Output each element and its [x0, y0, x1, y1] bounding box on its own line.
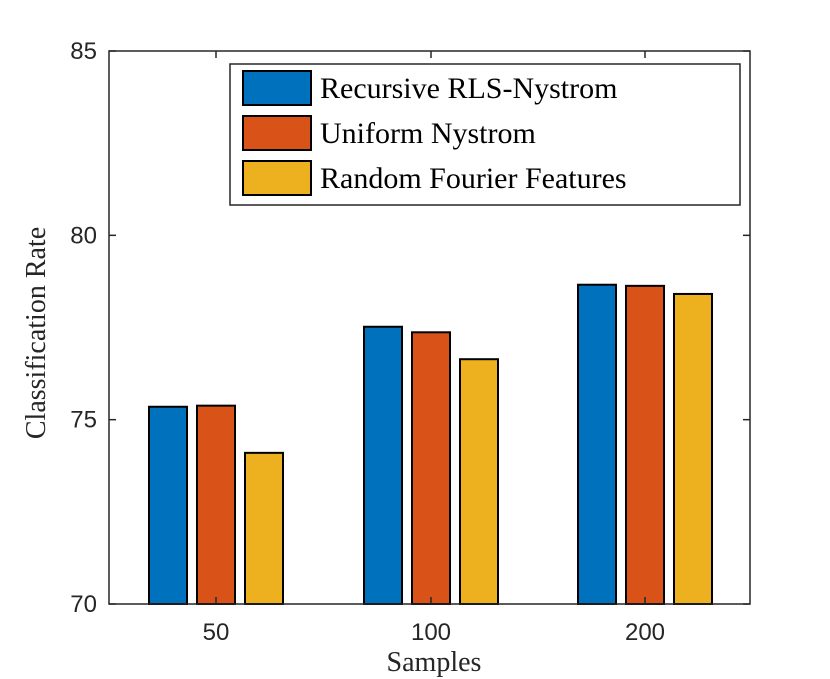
tick-labels-group: 70 75 80 85 50 100 200 — [70, 38, 665, 646]
bar-random-fourier-features-200 — [673, 292, 713, 605]
legend-label-uniform-nystrom: Uniform Nystrom — [320, 117, 536, 150]
bar-recursive-rls-nystrom-100 — [363, 325, 403, 605]
x-tick-label-200: 200 — [625, 619, 665, 646]
x-tick-label-100: 100 — [411, 619, 451, 646]
bar-random-fourier-features-50 — [244, 451, 284, 606]
bar-uniform-nystrom-200 — [625, 284, 665, 605]
y-axis-label: Classification Rate — [21, 227, 52, 439]
bar-random-fourier-features-100 — [459, 358, 499, 605]
bar-recursive-rls-nystrom-50 — [148, 405, 188, 605]
legend-swatch-uniform-nystrom — [242, 115, 312, 151]
x-tick-label-50: 50 — [203, 619, 230, 646]
legend-label-recursive-rls-nystrom: Recursive RLS-Nystrom — [320, 72, 617, 105]
bar-uniform-nystrom-50 — [196, 404, 236, 605]
y-tick-label-75: 75 — [70, 407, 97, 434]
bars-group — [148, 283, 713, 606]
plot-frame — [108, 50, 751, 605]
y-tick-label-85: 85 — [70, 38, 97, 65]
x-axis-label: Samples — [387, 647, 482, 678]
legend: Recursive RLS-Nystrom Uniform Nystrom Ra… — [229, 63, 741, 206]
legend-box — [229, 63, 741, 206]
y-tick-label-70: 70 — [70, 591, 97, 618]
legend-swatch-random-fourier-features — [242, 160, 312, 196]
legend-label-random-fourier-features: Random Fourier Features — [320, 162, 627, 195]
bar-recursive-rls-nystrom-200 — [577, 283, 617, 605]
bar-uniform-nystrom-100 — [411, 331, 451, 605]
y-tick-label-80: 80 — [70, 222, 97, 249]
legend-swatch-recursive-rls-nystrom — [242, 70, 312, 106]
